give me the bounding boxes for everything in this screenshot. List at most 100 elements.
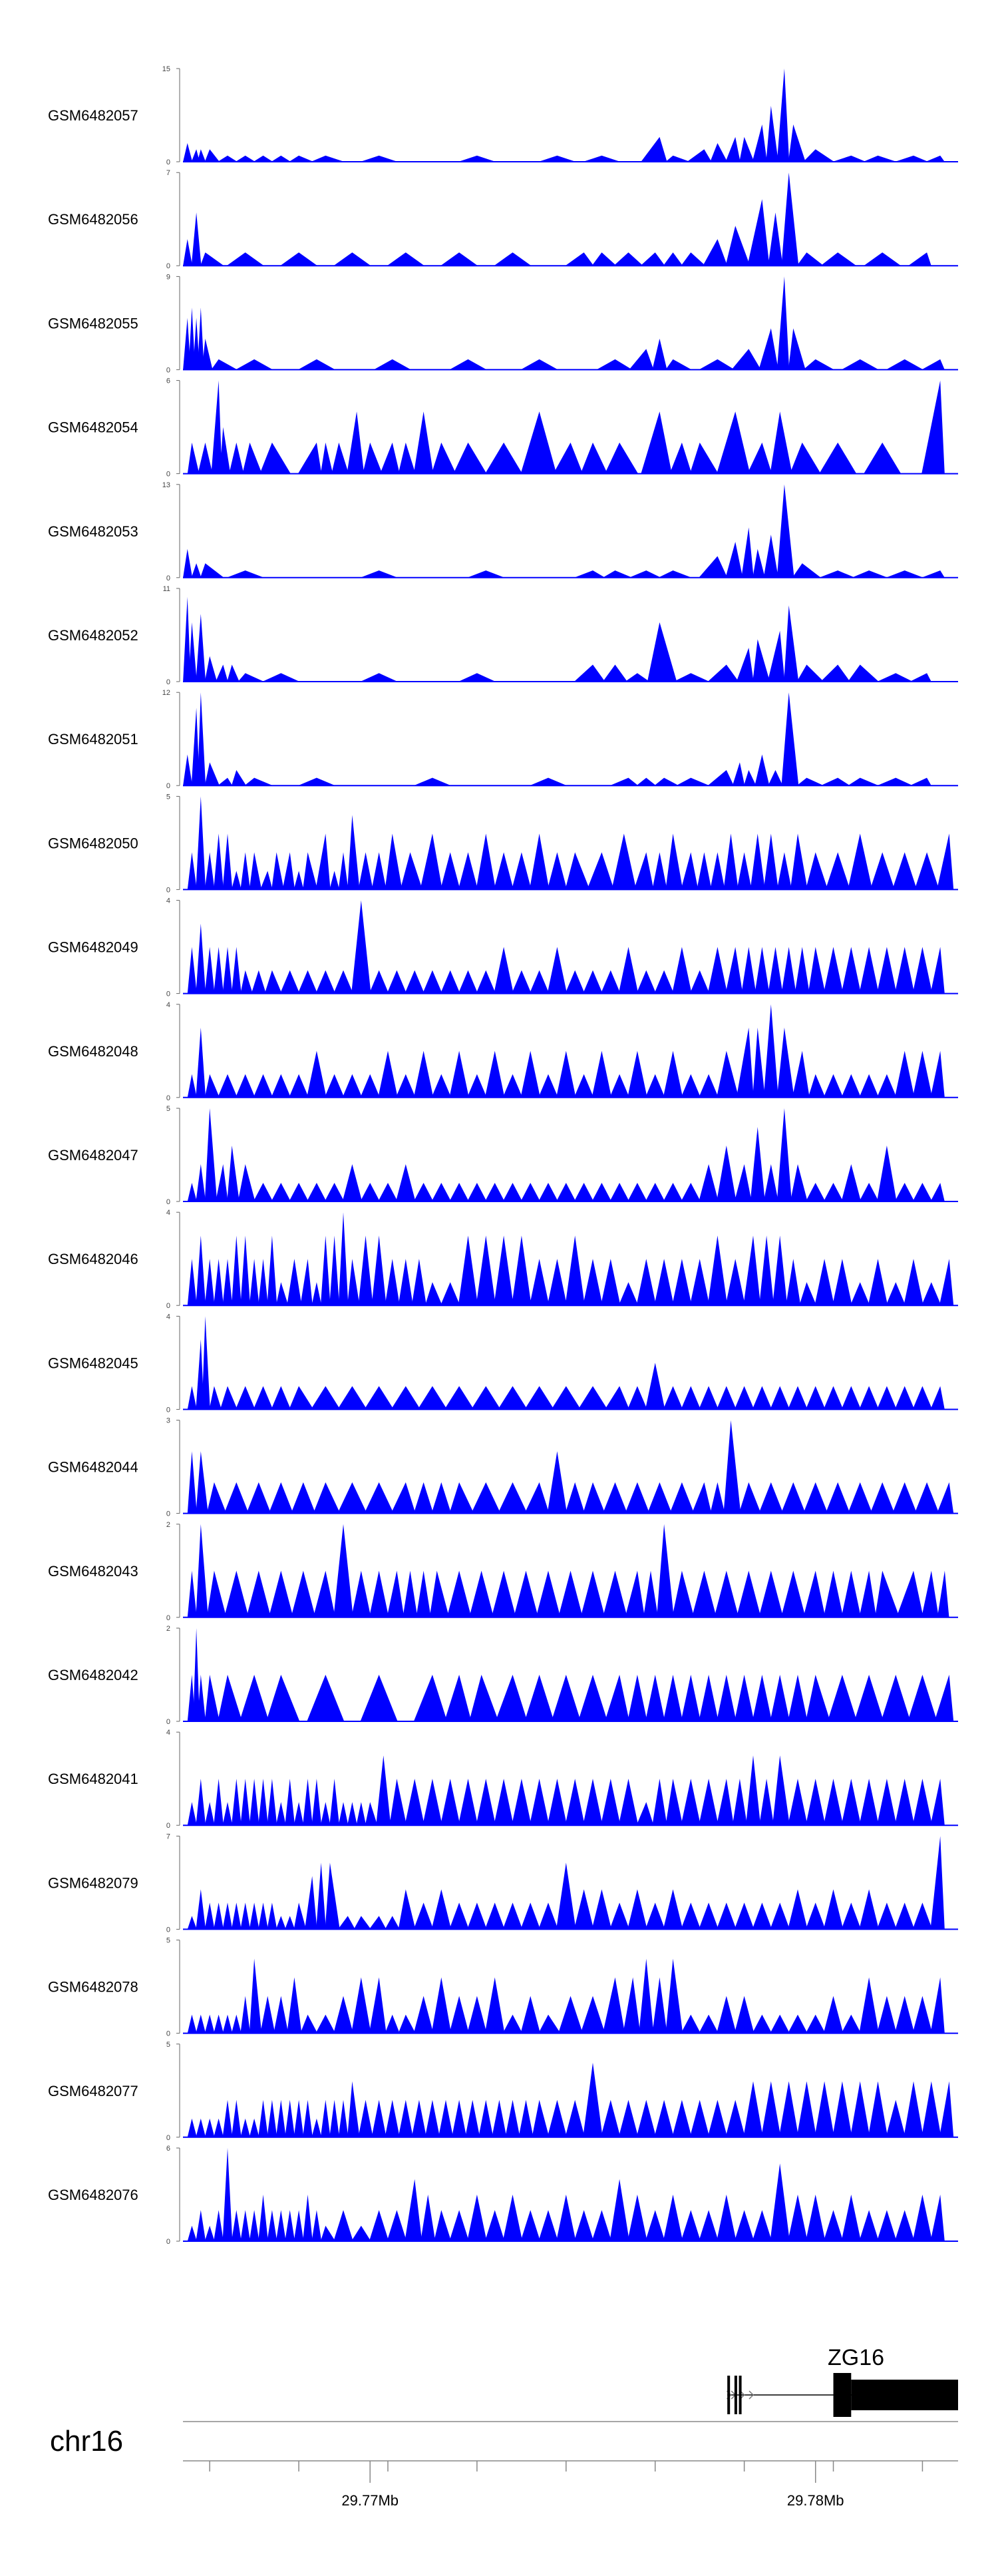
coverage-peak	[766, 106, 778, 162]
y-max-label: 4	[166, 1729, 170, 1737]
coverage-peak	[193, 1628, 200, 1721]
coverage-peak	[613, 252, 643, 266]
coverage-peak	[758, 1570, 784, 1617]
coverage-peak	[643, 1570, 659, 1617]
coverage-peak	[717, 1386, 737, 1410]
coverage-peak	[202, 1316, 210, 1410]
y-zero-label: 0	[166, 158, 170, 166]
gene-exon	[739, 2376, 742, 2414]
coverage-peak	[732, 1779, 747, 1826]
coverage-peak	[202, 338, 213, 370]
coverage-peak	[183, 596, 191, 682]
coverage-peak	[196, 614, 206, 682]
coverage-peak	[823, 947, 844, 994]
coverage-peak	[438, 2099, 454, 2137]
coverage-peak	[806, 2195, 826, 2241]
coverage-peak	[681, 1183, 701, 1201]
coverage-peak	[373, 359, 411, 370]
coverage-peak	[502, 2014, 523, 2034]
coverage-peak	[385, 1916, 400, 1930]
coverage-peak	[244, 777, 273, 786]
coverage-peak	[311, 1779, 322, 1826]
coverage-peak	[633, 852, 654, 890]
coverage-peak	[551, 1386, 581, 1410]
coverage-peak	[491, 1570, 516, 1617]
coverage-peak	[378, 1050, 398, 1098]
coverage-peak	[841, 1074, 861, 1098]
coverage-peak	[211, 359, 238, 370]
coverage-peak	[353, 1916, 371, 1930]
coverage-peak	[417, 1386, 447, 1410]
coverage-peak	[512, 852, 532, 890]
coverage-peak	[763, 1164, 778, 1201]
coverage-peak	[770, 2163, 790, 2241]
coverage-peak	[449, 1183, 469, 1201]
y-zero-label: 0	[166, 471, 170, 479]
coverage-peak	[904, 1259, 923, 1306]
coverage-peak	[636, 1802, 654, 1826]
coverage-peak	[342, 1164, 363, 1201]
coverage-peak	[275, 1282, 289, 1306]
coverage-peak	[768, 212, 783, 266]
coverage-peak	[689, 2099, 710, 2137]
y-zero-label: 0	[166, 782, 170, 790]
coverage-peak	[187, 1451, 197, 1514]
coverage-peak	[767, 630, 785, 682]
coverage-peak	[640, 252, 665, 266]
coverage-peak	[183, 548, 193, 578]
coverage-peak	[216, 1164, 228, 1201]
coverage-peak	[331, 442, 349, 474]
coverage-peak	[580, 1996, 605, 2034]
coverage-peak	[672, 2099, 692, 2137]
coverage-peak	[772, 1235, 788, 1306]
coverage-peak	[307, 1050, 327, 1098]
coverage-peak	[556, 1862, 576, 1930]
coverage-peak	[672, 1570, 695, 1617]
coverage-peak	[197, 1675, 206, 1721]
coverage-peak	[734, 1902, 754, 1930]
coverage-peak	[484, 1977, 505, 2034]
coverage-peak	[808, 947, 826, 994]
coverage-peak	[289, 1183, 309, 1201]
coverage-peak	[413, 411, 434, 474]
track-GSM6482052: GSM6482052 11 0	[48, 585, 958, 686]
track-GSM6482045: GSM6482045 4 0	[48, 1313, 958, 1414]
coverage-peak	[574, 570, 605, 578]
y-max-label: 3	[166, 1417, 170, 1425]
coverage-peak	[411, 2099, 426, 2137]
track-GSM6482048: GSM6482048 4 0	[48, 1001, 958, 1102]
coverage-peak	[311, 2118, 322, 2137]
coverage-peak	[315, 2014, 335, 2034]
coverage-peak	[921, 1282, 941, 1306]
coverage-peak	[725, 2099, 745, 2137]
coverage-peak	[868, 1259, 888, 1306]
coverage-peak	[639, 1958, 654, 2034]
coverage-peak	[196, 1339, 204, 1410]
y-zero-label: 0	[166, 1926, 170, 1934]
coverage-peak	[305, 1876, 317, 1930]
coverage-peak	[398, 1889, 416, 1930]
coverage-peak	[930, 1386, 945, 1410]
coverage-peak	[759, 1779, 774, 1826]
coverage-peak	[232, 1902, 242, 1930]
track-GSM6482041: GSM6482041 4 0	[48, 1729, 958, 1830]
coverage-peak	[196, 1779, 206, 1826]
coverage-peak	[578, 1675, 608, 1721]
y-zero-label: 0	[166, 262, 170, 270]
coverage-peak	[196, 1451, 208, 1514]
coverage-peak	[227, 664, 240, 682]
coverage-peak	[293, 871, 304, 890]
coverage-peak	[583, 1779, 603, 1826]
coverage-peak	[752, 1386, 772, 1410]
coverage-peak	[232, 1235, 242, 1306]
coverage-peak	[484, 1902, 505, 1930]
coverage-peak	[197, 308, 204, 370]
coverage-peak	[681, 852, 699, 890]
coverage-peak	[841, 1164, 861, 1201]
coverage-peak	[603, 1570, 627, 1617]
coverage-peak	[495, 1675, 528, 1721]
track-label: GSM6482049	[48, 939, 138, 956]
coverage-peak	[663, 1386, 683, 1410]
coverage-peak	[431, 442, 456, 474]
coverage-peak	[627, 2195, 647, 2241]
